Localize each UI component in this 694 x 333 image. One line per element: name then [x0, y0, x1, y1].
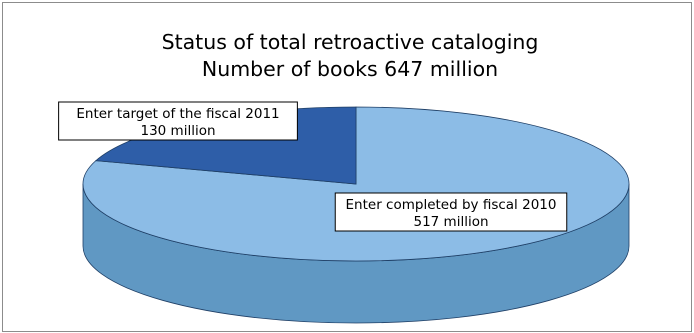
data-label-category: Enter completed by fiscal 2010 [346, 197, 557, 213]
pie-chart: Status of total retroactive cataloging N… [58, 30, 630, 324]
data-label-box [58, 101, 298, 141]
chart-title: Status of total retroactive cataloging [162, 30, 539, 54]
data-label-box [334, 192, 568, 232]
data-label-category: Enter target of the fiscal 2011 [76, 106, 279, 122]
data-label-value: 517 million [413, 214, 488, 230]
chart-subtitle: Number of books 647 million [202, 57, 498, 81]
data-label-value: 130 million [140, 123, 215, 139]
